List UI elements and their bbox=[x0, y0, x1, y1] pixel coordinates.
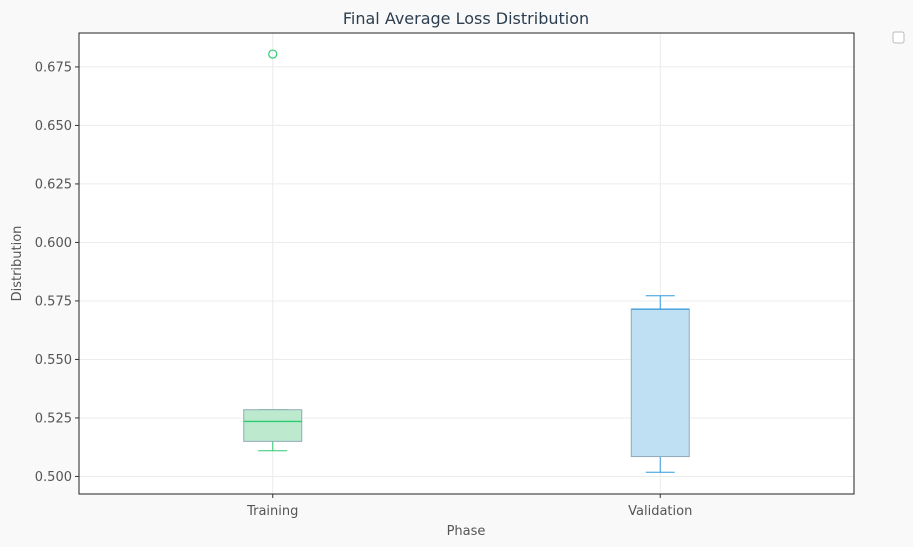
y-axis: 0.500 0.525 0.550 0.575 0.600 0.625 0.650 0.675 bbox=[35, 60, 79, 485]
y-axis-label: Distribution bbox=[10, 226, 25, 302]
plot-frame bbox=[78, 32, 855, 495]
box-validation bbox=[630, 295, 690, 473]
y-tick-label: 0.600 bbox=[35, 236, 72, 251]
x-axis-label: Phase bbox=[447, 524, 486, 539]
y-tick-label: 0.550 bbox=[35, 353, 72, 368]
box-plot-series bbox=[243, 49, 690, 473]
y-tick-label: 0.500 bbox=[35, 470, 72, 485]
outlier-point bbox=[268, 49, 278, 59]
x-tick-label: Training bbox=[246, 504, 298, 519]
y-tick-label: 0.575 bbox=[35, 294, 72, 309]
x-tick-label: Validation bbox=[628, 504, 692, 519]
y-tick-label: 0.650 bbox=[35, 119, 72, 134]
chart-title: Final Average Loss Distribution bbox=[343, 9, 589, 28]
box-iqr bbox=[630, 308, 690, 458]
y-tick-label: 0.675 bbox=[35, 60, 72, 75]
plot-area bbox=[79, 33, 854, 494]
y-tick-label: 0.625 bbox=[35, 177, 72, 192]
box-iqr bbox=[243, 409, 303, 442]
legend-box[interactable] bbox=[892, 31, 905, 44]
y-tick-label: 0.525 bbox=[35, 411, 72, 426]
box-training bbox=[243, 49, 303, 452]
x-axis: Training Validation bbox=[246, 494, 692, 519]
